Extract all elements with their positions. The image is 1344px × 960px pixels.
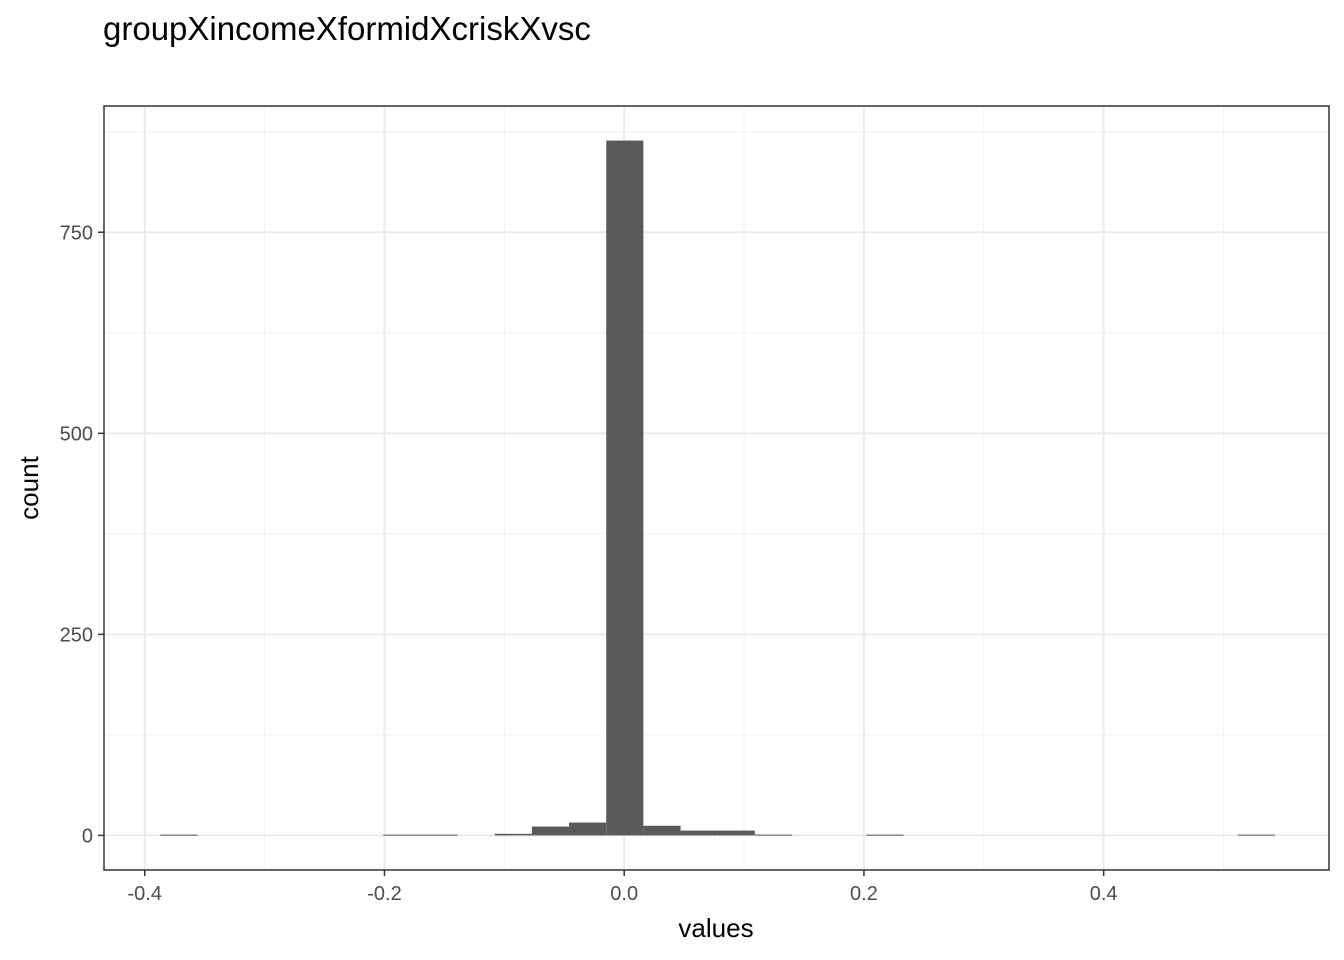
y-tick-label: 500 [60, 423, 93, 445]
y-tick-label: 750 [60, 222, 93, 244]
panel-border [103, 105, 1330, 871]
x-axis-label: values [678, 913, 753, 943]
histogram-bar [606, 140, 644, 836]
x-tick-label: 0.0 [610, 883, 638, 905]
histogram-bar [569, 822, 607, 836]
y-axis-label: count [14, 455, 44, 519]
histogram-bar [383, 834, 421, 836]
histogram-bar [680, 830, 718, 836]
y-tick-label: 0 [82, 825, 93, 847]
histogram-bar [494, 833, 532, 836]
x-tick-label: -0.2 [367, 883, 401, 905]
x-tick-label: -0.4 [128, 883, 162, 905]
histogram-bar [717, 830, 755, 836]
histogram-bar [866, 834, 904, 836]
y-tick-label: 250 [60, 624, 93, 646]
histogram-bar [1237, 834, 1276, 836]
chart-title: groupXincomeXformidXcriskXvsc [103, 10, 591, 47]
histogram-bar [420, 834, 458, 836]
histogram-bar [531, 826, 570, 836]
histogram-bar [160, 834, 198, 836]
panel-background [104, 106, 1329, 870]
histogram-bar [754, 834, 793, 836]
histogram-bar [643, 825, 681, 836]
x-axis: -0.4 -0.2 0.0 0.2 0.4 [128, 870, 1118, 905]
x-tick-label: 0.4 [1090, 883, 1118, 905]
bars [160, 140, 1276, 836]
y-axis: 0 250 500 750 [60, 222, 104, 847]
grid [104, 106, 1329, 870]
x-tick-label: 0.2 [850, 883, 878, 905]
